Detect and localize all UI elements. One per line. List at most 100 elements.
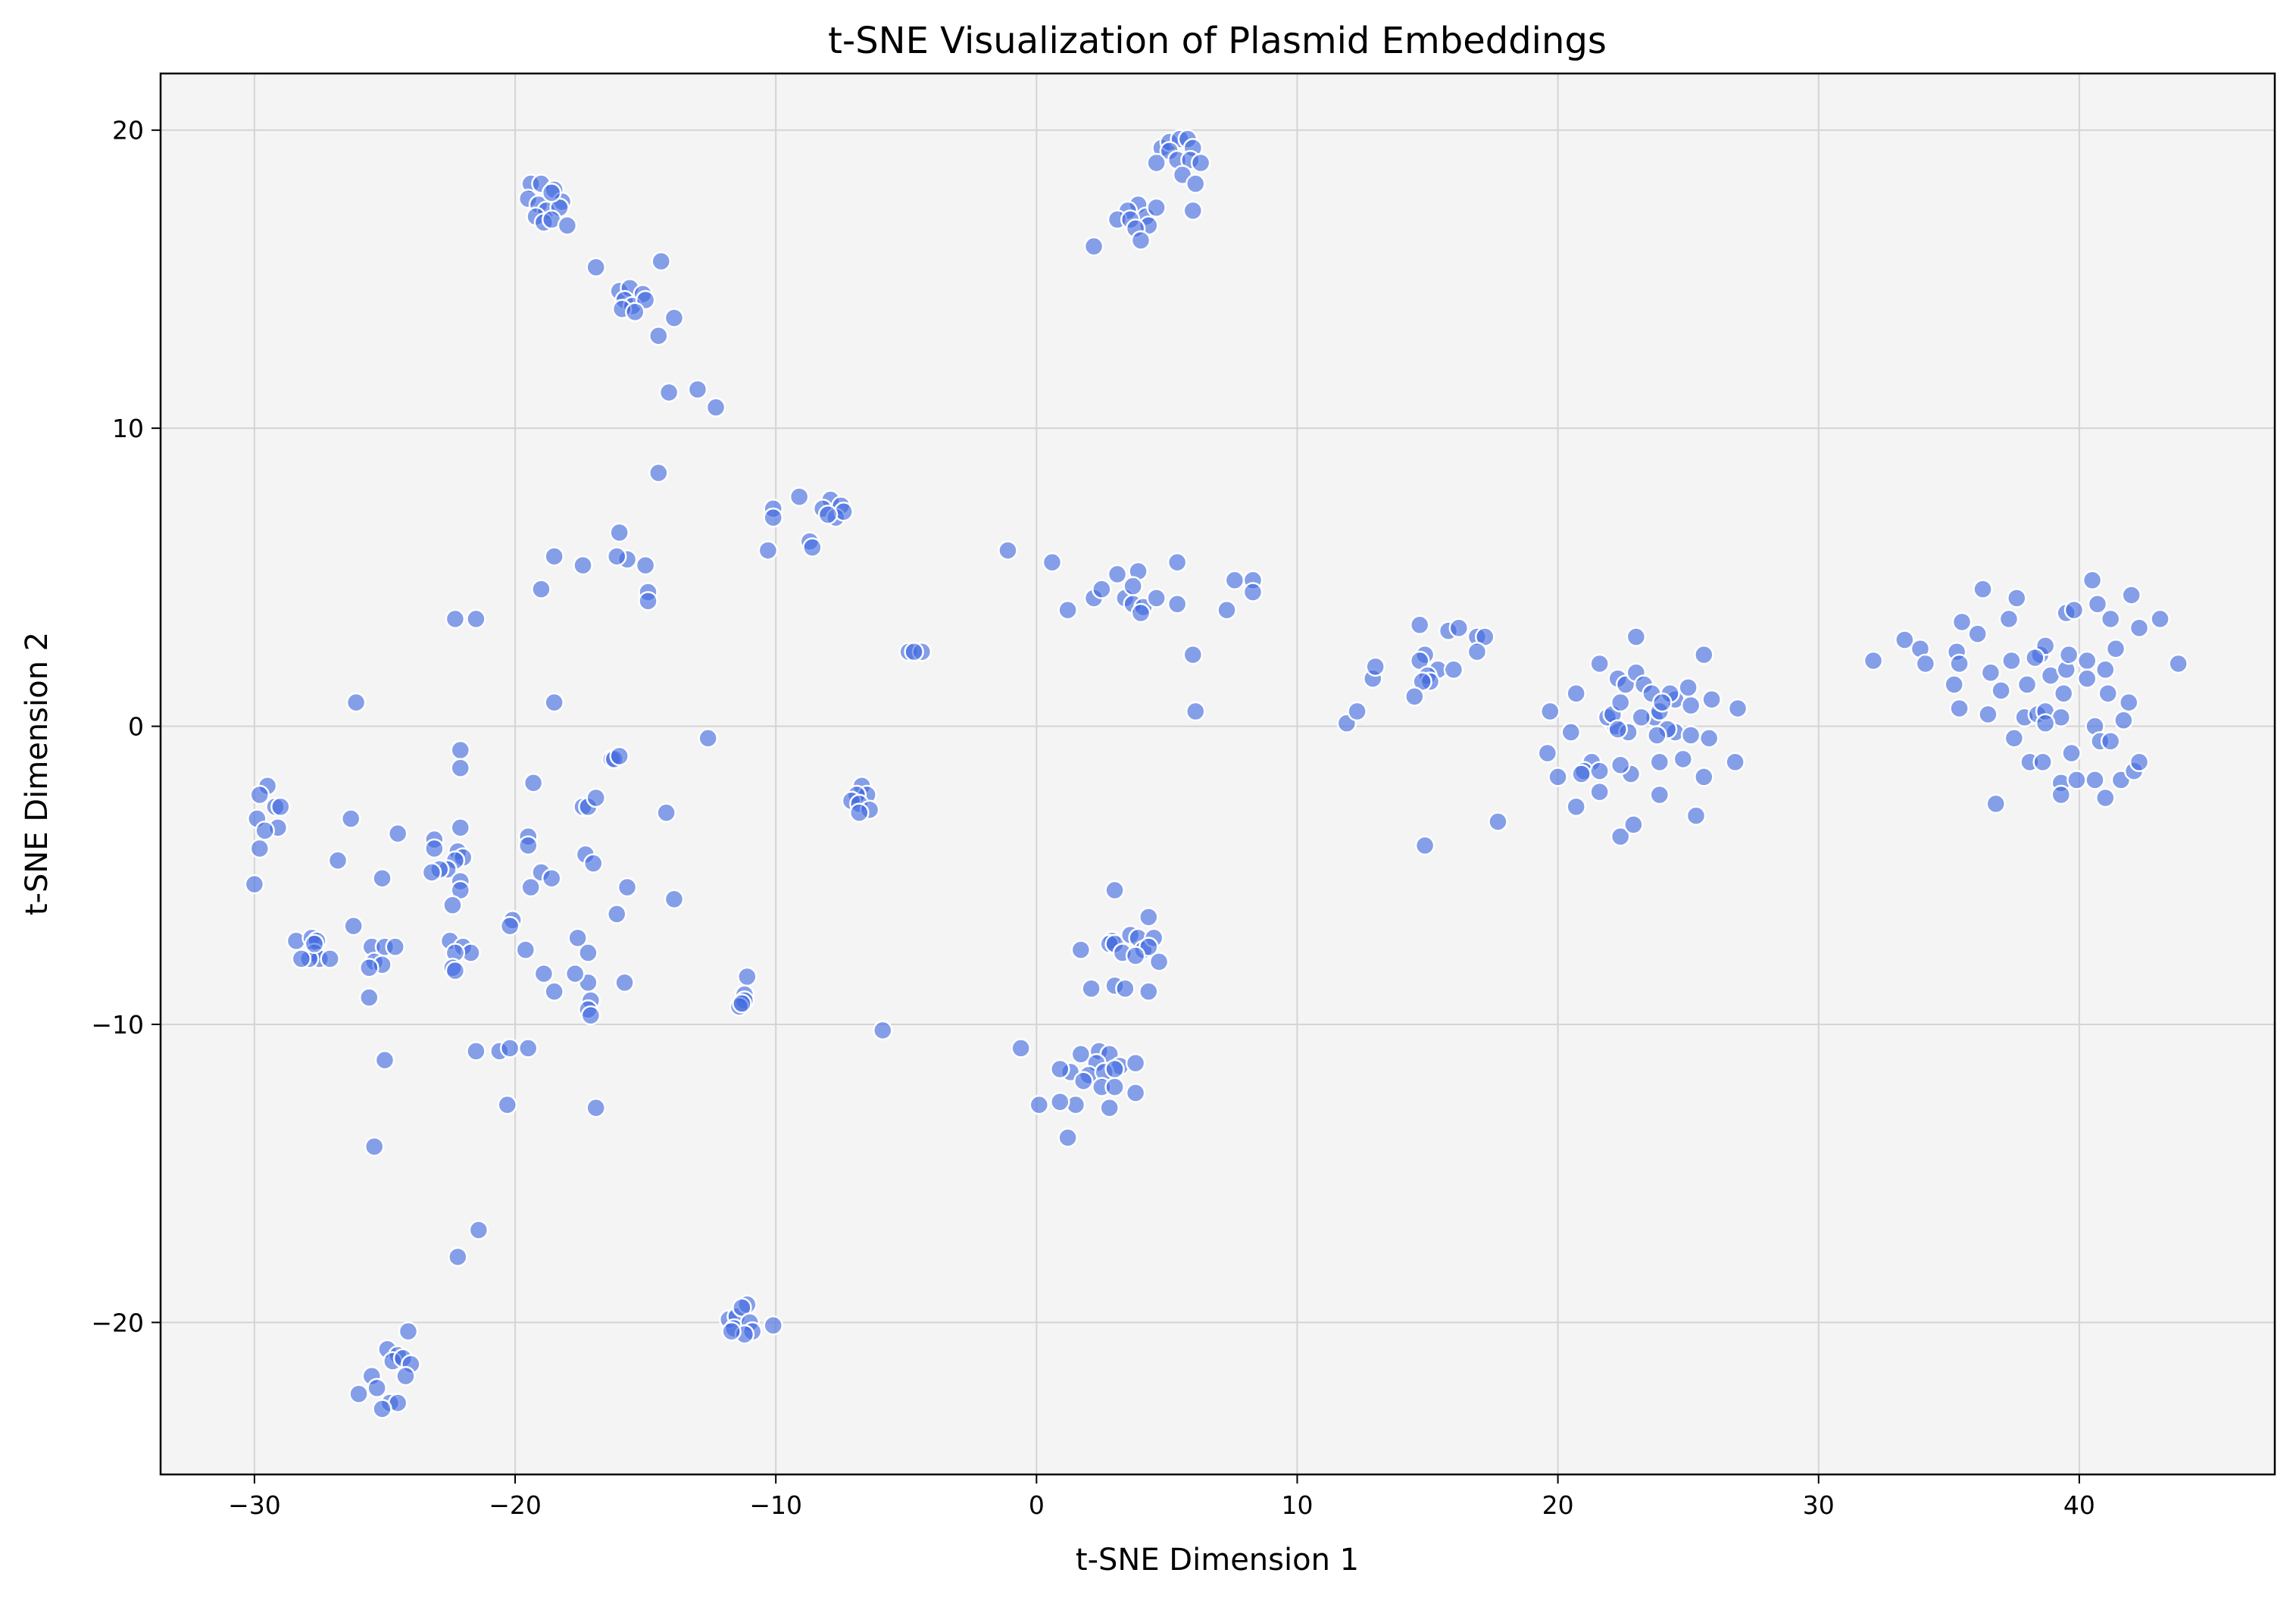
scatter-point xyxy=(789,486,810,507)
scatter-point xyxy=(873,1020,893,1041)
scatter-point xyxy=(320,949,340,969)
x-tick-label: 0 xyxy=(1029,1490,1045,1520)
scatter-point xyxy=(2085,770,2105,790)
scatter-point xyxy=(1081,978,1101,999)
scatter-point xyxy=(1980,662,2001,683)
scatter-point xyxy=(1998,608,2020,630)
scatter-point xyxy=(1978,704,1998,725)
scatter-point xyxy=(1050,1091,1070,1112)
x-axis-label: t-SNE Dimension 1 xyxy=(1076,1543,1359,1578)
scatter-point xyxy=(1680,695,1701,716)
scatter-point xyxy=(1083,236,1104,257)
scatter-point xyxy=(1125,946,1146,966)
scatter-point xyxy=(1560,722,1582,743)
scatter-point xyxy=(638,591,658,611)
scatter-point xyxy=(2035,713,2056,733)
scatter-point xyxy=(1610,826,1631,847)
scatter-point xyxy=(1626,627,1647,647)
scatter-point xyxy=(564,963,586,984)
scatter-point xyxy=(2001,650,2022,671)
grid xyxy=(161,73,2275,1474)
scatter-point xyxy=(648,462,669,483)
scatter-point xyxy=(1123,576,1143,596)
scatter-point xyxy=(817,504,839,525)
scatter-point xyxy=(424,838,445,859)
scatter-point xyxy=(291,949,312,969)
scatter-point xyxy=(244,874,265,895)
scatter-point xyxy=(450,818,471,838)
x-tick-label: 40 xyxy=(2063,1490,2095,1520)
scatter-point xyxy=(1566,796,1586,818)
scatter-point xyxy=(617,877,638,898)
scatter-point xyxy=(2129,752,2150,773)
scatter-point xyxy=(625,302,645,322)
scatter-point xyxy=(1967,624,1988,644)
scatter-point xyxy=(763,507,783,528)
scatter-point xyxy=(1540,701,1560,722)
scatter-point xyxy=(359,957,380,978)
scatter-point xyxy=(1949,698,1970,719)
scatter-point xyxy=(1190,152,1211,174)
scatter-point xyxy=(1347,701,1367,722)
scatter-point xyxy=(2113,710,2134,730)
scatter-point xyxy=(1548,767,1568,787)
scatter-point xyxy=(1011,1038,1031,1058)
scatter-point xyxy=(398,1321,419,1342)
scatter-point xyxy=(2150,608,2170,630)
scatter-point xyxy=(1951,611,1973,633)
scatter-point xyxy=(270,796,291,818)
scatter-point xyxy=(1073,1071,1094,1091)
x-tick-label: 20 xyxy=(1542,1490,1574,1520)
scatter-point xyxy=(544,692,564,713)
scatter-point xyxy=(578,943,598,963)
scatter-point xyxy=(1537,743,1558,764)
scatter-point xyxy=(499,915,520,937)
scatter-point xyxy=(466,608,486,630)
scatter-point xyxy=(2100,608,2121,630)
scatter-point xyxy=(1985,793,2007,815)
scatter-point xyxy=(573,555,593,576)
scatter-point xyxy=(1727,698,1748,719)
scatter-point xyxy=(466,1041,486,1062)
scatter-point xyxy=(523,773,544,793)
scatter-point xyxy=(2100,730,2121,752)
scatter-point xyxy=(1050,1058,1070,1080)
scatter-point xyxy=(2066,770,2087,790)
scatter-point xyxy=(1130,230,1151,251)
data-points xyxy=(244,129,2188,1419)
scatter-point xyxy=(2051,784,2072,805)
scatter-point xyxy=(1224,570,1245,591)
scatter-point xyxy=(2082,570,2103,591)
scatter-point xyxy=(1949,653,1970,674)
scatter-point xyxy=(2025,647,2045,668)
scatter-point xyxy=(1242,582,1264,602)
x-tick-label: 30 xyxy=(1803,1490,1835,1520)
scatter-point xyxy=(359,987,380,1008)
axis-ticks: −30 −20 −10 0 10 20 30 40 −20 −10 0 10 20 xyxy=(91,116,2095,1520)
scatter-point xyxy=(648,325,669,346)
scatter-point xyxy=(448,1246,468,1268)
scatter-point xyxy=(1070,940,1092,960)
scatter-point xyxy=(2016,674,2038,695)
scatter-point xyxy=(1146,152,1167,174)
scatter-point xyxy=(567,927,588,949)
scatter-point xyxy=(609,746,629,767)
scatter-point xyxy=(468,1220,489,1240)
scatter-point xyxy=(1652,692,1673,713)
scatter-point xyxy=(763,1315,783,1336)
scatter-point xyxy=(583,853,604,874)
scatter-point xyxy=(557,215,578,236)
scatter-point xyxy=(1099,1097,1120,1118)
scatter-point xyxy=(607,904,627,924)
scatter-point xyxy=(1125,1052,1146,1074)
scatter-point xyxy=(1895,630,1915,650)
scatter-point xyxy=(1631,707,1651,728)
scatter-point xyxy=(517,1038,539,1058)
scatter-point xyxy=(1146,197,1167,218)
scatter-point xyxy=(1589,781,1610,802)
scatter-point xyxy=(1148,952,1170,972)
scatter-point xyxy=(445,608,466,630)
scatter-point xyxy=(737,966,758,987)
scatter-point xyxy=(1725,752,1745,773)
